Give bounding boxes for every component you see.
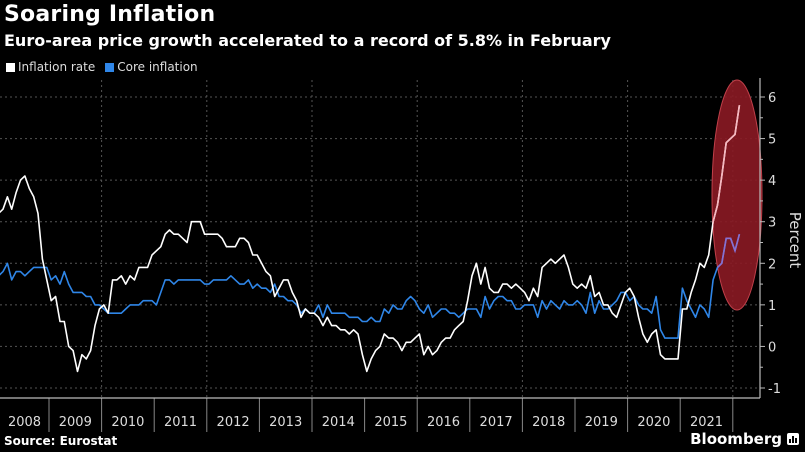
core-inflation-line-highlighted <box>712 233 741 310</box>
y-axis-label: Percent <box>786 212 804 269</box>
legend-item-inflation: Inflation rate <box>6 60 95 74</box>
x-tick-label: 2015 <box>374 415 407 430</box>
bloomberg-logo: Bloomberg <box>690 430 799 448</box>
x-tick-label: 2020 <box>637 415 670 430</box>
core-inflation-line <box>0 233 741 339</box>
legend-item-core: Core inflation <box>105 60 198 74</box>
x-tick-label: 2008 <box>8 415 41 430</box>
legend-label-core: Core inflation <box>117 60 198 74</box>
axes: -1 0 1 2 3 4 5 6 2008 2009 2010 2011 2012 2013 2014 201… <box>0 78 781 432</box>
series-lines <box>0 105 741 373</box>
legend: Inflation rate Core inflation <box>6 60 198 74</box>
bar-chart-icon <box>787 433 799 445</box>
highlighted-segment <box>712 105 741 310</box>
x-tick-label: 2010 <box>111 415 144 430</box>
x-tick-label: 2016 <box>427 415 460 430</box>
x-tick-label: 2009 <box>59 415 92 430</box>
y-tick-label: 3 <box>768 216 776 231</box>
x-tick-label: 2019 <box>585 415 618 430</box>
inflation-rate-line-highlighted <box>712 105 741 310</box>
x-tick-label: 2014 <box>322 415 355 430</box>
y-tick-label: 2 <box>768 257 776 272</box>
legend-label-inflation: Inflation rate <box>18 60 96 74</box>
y-tick-label: 0 <box>768 340 776 355</box>
y-tick-label: 4 <box>768 174 776 189</box>
y-tick-label: -1 <box>768 382 781 397</box>
legend-swatch-core <box>105 62 115 72</box>
y-tick-label: 1 <box>768 299 776 314</box>
x-tick-label: 2017 <box>480 415 513 430</box>
chart-title: Soaring Inflation <box>4 2 216 27</box>
gridlines <box>0 80 760 398</box>
source-note: Source: Eurostat <box>4 434 118 448</box>
x-tick-label: 2013 <box>269 415 302 430</box>
inflation-rate-line <box>0 105 741 373</box>
brand-name: Bloomberg <box>690 430 782 448</box>
chart-subtitle: Euro-area price growth accelerated to a … <box>4 31 611 50</box>
legend-swatch-inflation <box>6 62 15 72</box>
y-tick-label: 5 <box>768 133 776 148</box>
x-tick-label: 2021 <box>690 415 723 430</box>
x-tick-label: 2012 <box>217 415 250 430</box>
x-tick-label: 2018 <box>532 415 565 430</box>
x-tick-label: 2011 <box>164 415 197 430</box>
y-tick-label: 6 <box>768 91 776 106</box>
